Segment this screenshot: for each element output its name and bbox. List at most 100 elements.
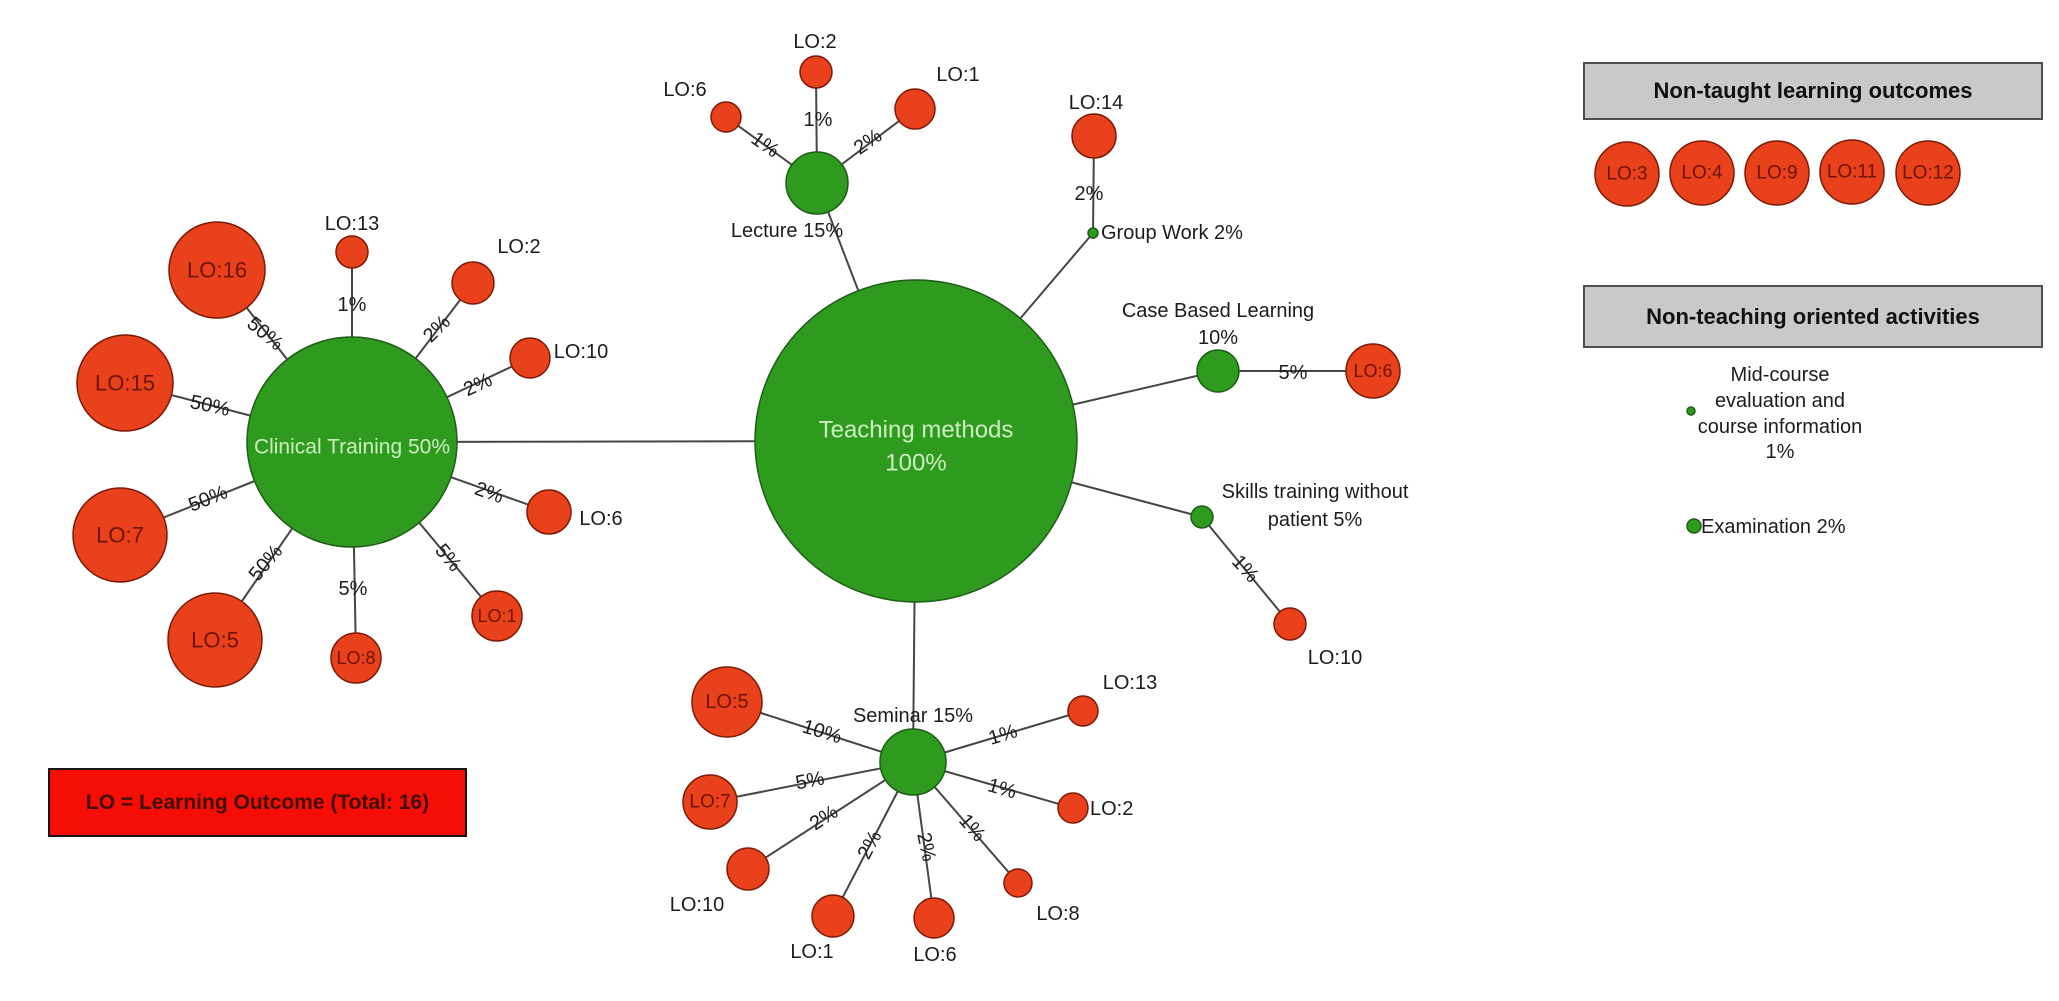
label-lo-10: LO:10 (1308, 647, 1362, 669)
label-evaluation-and: evaluation and (1715, 390, 1845, 412)
lo15-clinical-node (76, 334, 174, 432)
lo7-seminar-node (682, 774, 738, 830)
label-teaching-methods: Teaching methods (819, 417, 1014, 444)
lo7-clinical-node (72, 487, 168, 583)
label-lo-8: LO:8 (1036, 903, 1079, 925)
label-examination-2: Examination 2% (1701, 516, 1846, 538)
label-1: 1% (1766, 441, 1795, 463)
label-case-based-learning: Case Based Learning (1122, 300, 1314, 322)
label-lo-8: LO:8 (336, 648, 375, 668)
label-50: 50% (188, 391, 232, 421)
lo14-groupwork-node (1071, 113, 1117, 159)
label-2: 2% (419, 311, 455, 347)
label-2: 2% (460, 369, 496, 401)
label-100: 100% (885, 450, 946, 477)
edge-21 (1201, 516, 1291, 625)
lo11-nontaught-node (1819, 139, 1885, 205)
panel-non-teaching-header: Non-teaching oriented activities (1583, 285, 2043, 348)
lo6-seminar-node (913, 897, 955, 939)
lo13-clinical-node (335, 235, 369, 269)
legend-box: LO = Learning Outcome (Total: 16) (48, 768, 467, 837)
lo10-clinical-node (509, 337, 551, 379)
lo13-seminar-node (1067, 695, 1099, 727)
label-lo-9: LO:9 (1756, 163, 1797, 184)
label-50: 50% (245, 540, 288, 585)
lo8-seminar-node (1003, 868, 1033, 898)
label-lo-16: LO:16 (187, 258, 247, 283)
examination-dot (1686, 518, 1702, 534)
lo10-skills-node (1273, 607, 1307, 641)
label-lo-14: LO:14 (1069, 92, 1123, 114)
lo5-clinical-node (167, 592, 263, 688)
edge-23 (709, 761, 914, 803)
label-5: 5% (1279, 362, 1308, 384)
label-lo-15: LO:15 (95, 371, 155, 396)
clinical-training-node (246, 336, 458, 548)
case-based-learning-node (1196, 349, 1240, 393)
label-50: 50% (243, 313, 288, 356)
label-patient-5: patient 5% (1268, 509, 1363, 531)
label-group-work-2: Group Work 2% (1101, 222, 1243, 244)
label-lo-11: LO:11 (1827, 162, 1877, 183)
teaching-methods-node (754, 279, 1078, 603)
lo4-nontaught-node (1669, 140, 1735, 206)
lo6-cbl-node (1345, 343, 1401, 399)
label-lo-5: LO:5 (191, 628, 239, 653)
lo6-clinical-node (526, 489, 572, 535)
label-2: 2% (854, 827, 887, 863)
lo9-nontaught-node (1744, 140, 1810, 206)
lo6-lecture-node (710, 101, 742, 133)
label-2: 2% (912, 831, 940, 864)
label-lo-7: LO:7 (96, 523, 144, 548)
label-lo-1: LO:1 (790, 941, 833, 963)
panel-non-taught-title: Non-taught learning outcomes (1653, 78, 1973, 103)
label-5: 5% (339, 578, 368, 600)
skills-training-node (1190, 505, 1214, 529)
label-10: 10% (1198, 327, 1238, 349)
lo1-seminar-node (811, 894, 855, 938)
lo8-clinical-node (330, 632, 382, 684)
label-lo-1: LO:1 (477, 606, 516, 626)
lo1-lecture-node (894, 88, 936, 130)
label-lo-4: LO:4 (1681, 163, 1723, 184)
label-clinical-training-50: Clinical Training 50% (254, 436, 450, 459)
label-2: 2% (806, 801, 842, 835)
label-lo-6: LO:6 (913, 944, 956, 966)
label-1: 1% (338, 294, 367, 316)
label-lo-2: LO:2 (1090, 798, 1133, 820)
panel-non-teaching-title: Non-teaching oriented activities (1646, 303, 1980, 329)
lecture-node (785, 151, 849, 215)
label-lo-1: LO:1 (936, 64, 979, 86)
label-lo-3: LO:3 (1606, 164, 1647, 185)
label-lo-10: LO:10 (554, 341, 608, 363)
label-1: 1% (986, 720, 1020, 750)
label-lo-6: LO:6 (579, 508, 622, 530)
label-lo-10: LO:10 (670, 894, 724, 916)
lo2-seminar-node (1057, 792, 1089, 824)
label-lo-6: LO:6 (663, 79, 706, 101)
label-lo-13: LO:13 (325, 213, 379, 235)
label-1: 1% (804, 109, 833, 131)
label-lo-12: LO:12 (1902, 163, 1954, 184)
lo10-seminar-node (726, 847, 770, 891)
lo2-lecture-node (799, 55, 833, 89)
label-lo-2: LO:2 (793, 31, 836, 53)
lo12-nontaught-node (1895, 140, 1961, 206)
lo5-seminar-node (691, 666, 763, 738)
label-1: 1% (747, 128, 783, 163)
label-lo-13: LO:13 (1103, 672, 1157, 694)
label-lo-6: LO:6 (1353, 361, 1392, 381)
label-skills-training-without: Skills training without (1222, 481, 1409, 503)
label-lo-2: LO:2 (497, 236, 540, 258)
label-1: 1% (1227, 551, 1263, 587)
label-2: 2% (472, 478, 507, 509)
label-50: 50% (185, 481, 231, 516)
label-course-information: course information (1698, 416, 1863, 438)
lo2-clinical-node (451, 261, 495, 305)
lo16-clinical-node (168, 221, 266, 319)
midcourse-dot (1686, 406, 1696, 416)
panel-non-taught-header: Non-taught learning outcomes (1583, 62, 2043, 120)
label-lo-7: LO:7 (689, 792, 730, 813)
lo1-clinical-node (471, 590, 523, 642)
